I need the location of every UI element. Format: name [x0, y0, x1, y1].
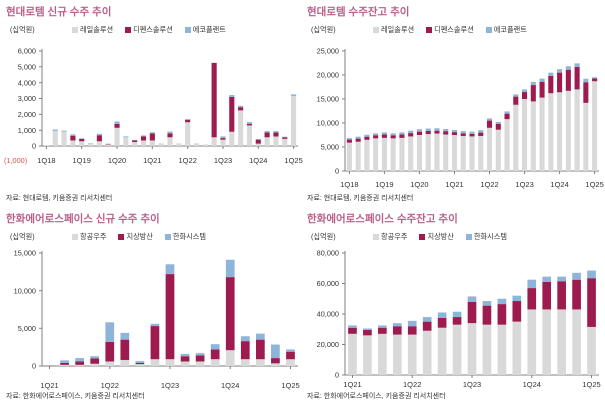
svg-text:1Q23: 1Q23 — [515, 180, 533, 189]
svg-text:1Q21: 1Q21 — [445, 180, 463, 189]
svg-text:3,000: 3,000 — [18, 94, 36, 103]
svg-text:15,000: 15,000 — [14, 249, 36, 258]
svg-text:15,000: 15,000 — [317, 95, 339, 104]
svg-text:1Q24: 1Q24 — [221, 381, 239, 390]
svg-text:1Q24: 1Q24 — [523, 380, 541, 389]
svg-text:1Q20: 1Q20 — [108, 156, 126, 165]
svg-text:1Q24: 1Q24 — [550, 180, 568, 189]
svg-text:2,000: 2,000 — [18, 110, 36, 119]
svg-text:1Q20: 1Q20 — [410, 180, 428, 189]
svg-text:1Q22: 1Q22 — [403, 380, 421, 389]
svg-text:0: 0 — [335, 371, 339, 380]
svg-text:25,000: 25,000 — [317, 47, 339, 56]
svg-text:0: 0 — [32, 362, 36, 371]
svg-text:5,000: 5,000 — [321, 143, 339, 152]
svg-text:1,000: 1,000 — [18, 126, 36, 135]
svg-text:60,000: 60,000 — [317, 279, 339, 288]
svg-text:1Q25: 1Q25 — [582, 380, 600, 389]
svg-text:1Q25: 1Q25 — [281, 381, 299, 390]
svg-text:(1,000): (1,000) — [4, 156, 27, 165]
svg-text:0: 0 — [335, 167, 339, 176]
svg-text:1Q22: 1Q22 — [179, 156, 197, 165]
svg-text:1Q18: 1Q18 — [37, 156, 55, 165]
svg-text:1Q22: 1Q22 — [480, 180, 498, 189]
svg-text:4,000: 4,000 — [18, 78, 36, 87]
svg-text:20,000: 20,000 — [317, 340, 339, 349]
svg-text:1Q23: 1Q23 — [161, 381, 179, 390]
svg-text:1Q21: 1Q21 — [343, 380, 361, 389]
svg-text:10,000: 10,000 — [14, 286, 36, 295]
svg-text:1Q23: 1Q23 — [463, 380, 481, 389]
svg-text:1Q21: 1Q21 — [143, 156, 161, 165]
svg-text:10,000: 10,000 — [317, 119, 339, 128]
svg-text:40,000: 40,000 — [317, 310, 339, 319]
svg-text:1Q21: 1Q21 — [40, 381, 58, 390]
svg-text:1Q25: 1Q25 — [284, 156, 302, 165]
svg-text:5,000: 5,000 — [18, 62, 36, 71]
svg-text:20,000: 20,000 — [317, 71, 339, 80]
svg-text:0: 0 — [32, 142, 36, 151]
svg-text:1Q22: 1Q22 — [101, 381, 119, 390]
svg-text:1Q25: 1Q25 — [585, 180, 603, 189]
svg-text:1Q18: 1Q18 — [340, 180, 358, 189]
svg-text:1Q23: 1Q23 — [214, 156, 232, 165]
svg-text:1Q19: 1Q19 — [375, 180, 393, 189]
svg-text:80,000: 80,000 — [317, 249, 339, 258]
svg-text:1Q19: 1Q19 — [73, 156, 91, 165]
svg-text:1Q24: 1Q24 — [249, 156, 267, 165]
svg-text:5,000: 5,000 — [18, 324, 36, 333]
svg-text:6,000: 6,000 — [18, 47, 36, 56]
